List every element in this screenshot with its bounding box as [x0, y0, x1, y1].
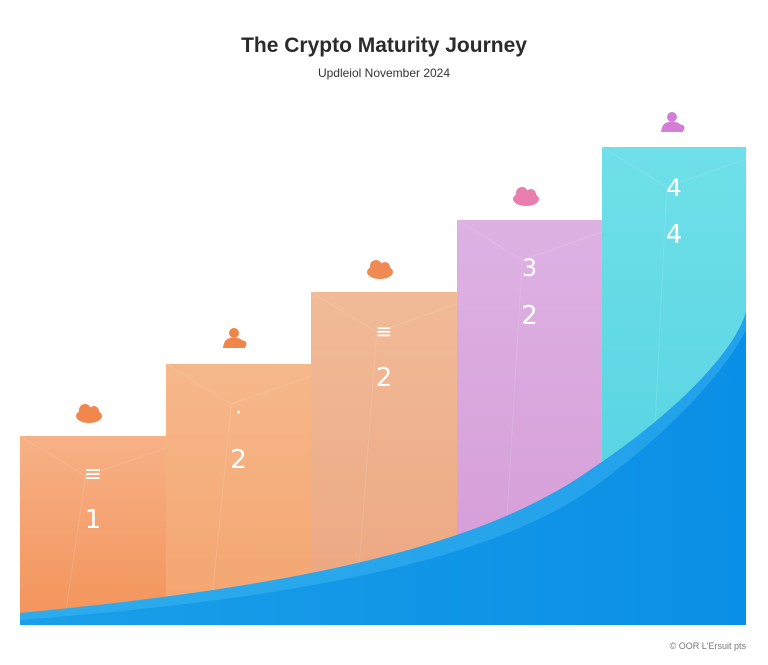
purple-figure-icon	[661, 112, 685, 132]
step-4-number: 2	[521, 301, 538, 331]
step-3-number: 2	[376, 363, 393, 393]
step-2-symbol: ·	[235, 401, 242, 426]
growth-wave-highlight	[20, 312, 746, 620]
step-2-number: 2	[230, 445, 247, 475]
orange-blob-icon	[367, 260, 393, 279]
pink-blob-icon	[513, 187, 539, 206]
orange-figure-icon	[223, 328, 247, 348]
step-1-block	[20, 436, 166, 625]
page-subtitle: Updleiol November 2024	[317, 66, 451, 80]
step-3-symbol: ≡	[376, 319, 393, 343]
step-4-symbol: 3	[522, 254, 537, 282]
step-5-number: 4	[666, 220, 683, 250]
orange-blob-icon	[76, 404, 102, 423]
growth-wave	[20, 312, 746, 625]
step-5-symbol: 4	[666, 174, 681, 202]
step-1-number: 1	[85, 505, 102, 535]
footer-credit: © OOR L'Ersuit pts	[669, 641, 746, 651]
page-title: The Crypto Maturity Journey	[241, 34, 527, 57]
step-1-symbol: ≡	[84, 462, 102, 487]
step-2-facets	[165, 363, 312, 626]
step-1-facets	[19, 435, 167, 626]
